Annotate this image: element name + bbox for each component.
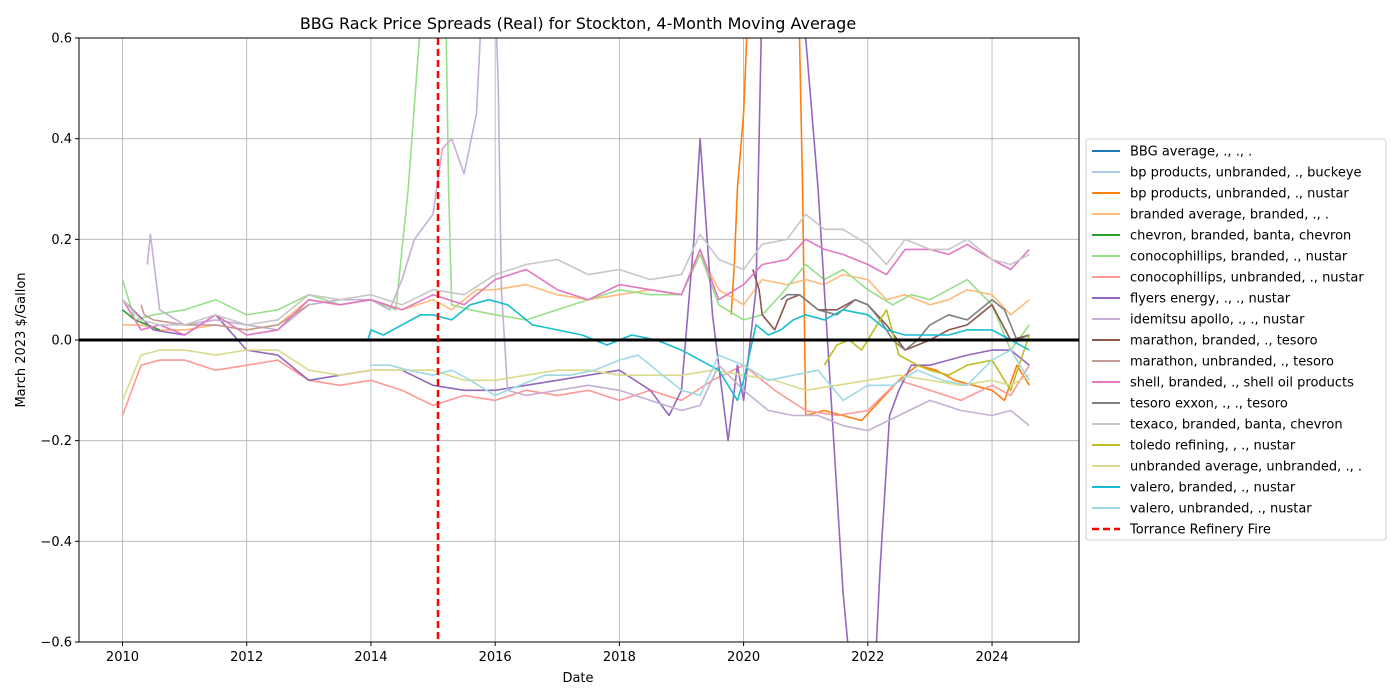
legend-label: tesoro exxon, ., ., tesoro bbox=[1130, 397, 1288, 412]
legend: BBG average, ., ., . bp products, unbrand… bbox=[1085, 138, 1387, 541]
series-line-8 bbox=[146, 38, 1030, 432]
series-line-12 bbox=[780, 293, 1030, 351]
series-line-4 bbox=[121, 309, 160, 331]
legend-label: conocophillips, unbranded, ., nustar bbox=[1130, 271, 1364, 286]
x-tick-label: 2014 bbox=[354, 650, 387, 665]
legend-label: flyers energy, ., ., nustar bbox=[1130, 292, 1291, 307]
legend-label: valero, branded, ., nustar bbox=[1130, 481, 1296, 496]
legend-label: branded average, branded, ., . bbox=[1130, 208, 1329, 223]
x-tick-label: 2012 bbox=[230, 650, 263, 665]
x-tick-label: 2018 bbox=[603, 650, 636, 665]
series-line-11 bbox=[121, 238, 1030, 336]
y-tick-label: 0.0 bbox=[51, 334, 72, 349]
x-tick-label: 2016 bbox=[479, 650, 512, 665]
legend-label: texaco, branded, banta, chevron bbox=[1130, 418, 1343, 433]
y-tick-label: 0.6 bbox=[51, 32, 72, 47]
x-tick-label: 2020 bbox=[727, 650, 760, 665]
series-line-7 bbox=[121, 38, 1030, 642]
legend-label: valero, unbranded, ., nustar bbox=[1130, 502, 1312, 517]
chart-title: BBG Rack Price Spreads (Real) for Stockt… bbox=[300, 14, 856, 33]
legend-label: idemitsu apollo, ., ., nustar bbox=[1130, 313, 1305, 328]
series-line-14 bbox=[823, 308, 1031, 392]
legend-label: marathon, unbranded, ., tesoro bbox=[1130, 355, 1334, 370]
series-line-17 bbox=[370, 349, 1030, 402]
series-line-13 bbox=[121, 213, 1030, 326]
legend-label: bp products, unbranded, ., buckeye bbox=[1130, 166, 1362, 181]
y-tick-label: 0.2 bbox=[51, 233, 72, 248]
series-line-2 bbox=[730, 38, 1030, 422]
y-axis-ticks: −0.6 −0.4 −0.2 0.0 0.2 0.4 0.6 bbox=[40, 32, 79, 651]
x-tick-label: 2024 bbox=[975, 650, 1008, 665]
legend-label: unbranded average, unbranded, ., . bbox=[1130, 460, 1362, 475]
x-axis-title: Date bbox=[562, 671, 593, 686]
legend-label: toledo refining, , ., nustar bbox=[1130, 439, 1296, 454]
legend-label: bp products, unbranded, ., nustar bbox=[1130, 187, 1349, 202]
legend-label: chevron, branded, banta, chevron bbox=[1130, 229, 1351, 244]
y-axis-title: March 2023 $/Gallon bbox=[14, 272, 29, 407]
legend-label: marathon, branded, ., tesoro bbox=[1130, 334, 1318, 349]
series-line-15 bbox=[121, 349, 1030, 401]
plot-area bbox=[79, 38, 1079, 642]
legend-label: Torrance Refinery Fire bbox=[1129, 523, 1271, 538]
legend-label: shell, branded, ., shell oil products bbox=[1130, 376, 1354, 391]
y-tick-label: 0.4 bbox=[51, 132, 72, 147]
y-tick-label: −0.2 bbox=[40, 434, 72, 449]
legend-label: conocophillips, branded, ., nustar bbox=[1130, 250, 1348, 265]
series-line-5 bbox=[121, 38, 1030, 351]
legend-label: BBG average, ., ., . bbox=[1130, 145, 1252, 160]
x-tick-label: 2022 bbox=[851, 650, 884, 665]
x-axis-ticks: 2010 2012 2014 2016 2018 2020 2022 2024 bbox=[106, 642, 1009, 665]
x-tick-label: 2010 bbox=[106, 650, 139, 665]
series-line-16 bbox=[367, 298, 1030, 402]
y-tick-label: −0.4 bbox=[40, 535, 72, 550]
legend-frame bbox=[1085, 138, 1387, 541]
y-tick-label: −0.6 bbox=[40, 636, 72, 651]
